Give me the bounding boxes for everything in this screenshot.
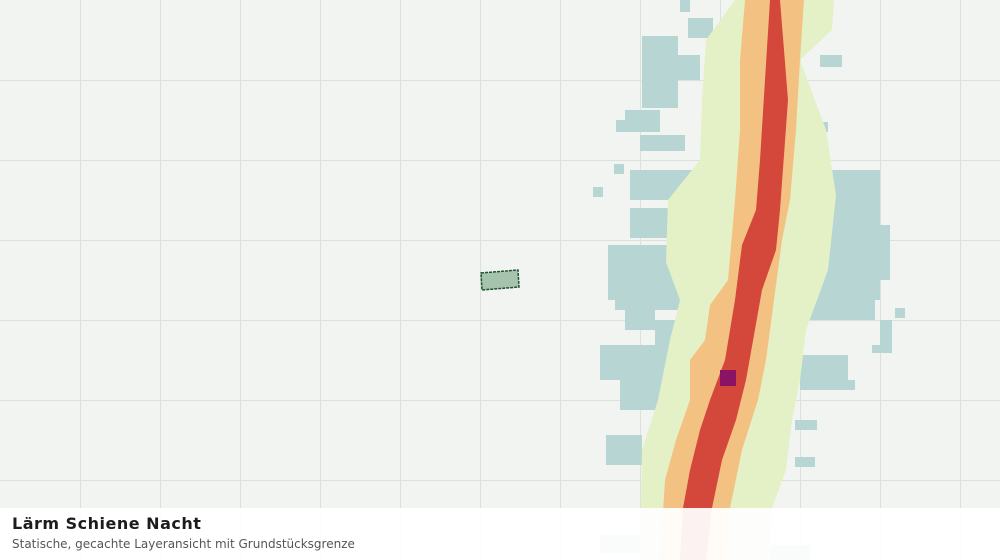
parcel-boundary: [480, 269, 520, 291]
legend-panel: Lärm Schiene Nacht Statische, gecachte L…: [0, 508, 1000, 560]
noise-zone-peak: [720, 370, 736, 386]
layer-subtitle: Statische, gecachte Layeransicht mit Gru…: [12, 537, 355, 551]
noise-zone-high: [680, 0, 788, 560]
layer-title: Lärm Schiene Nacht: [12, 514, 202, 533]
